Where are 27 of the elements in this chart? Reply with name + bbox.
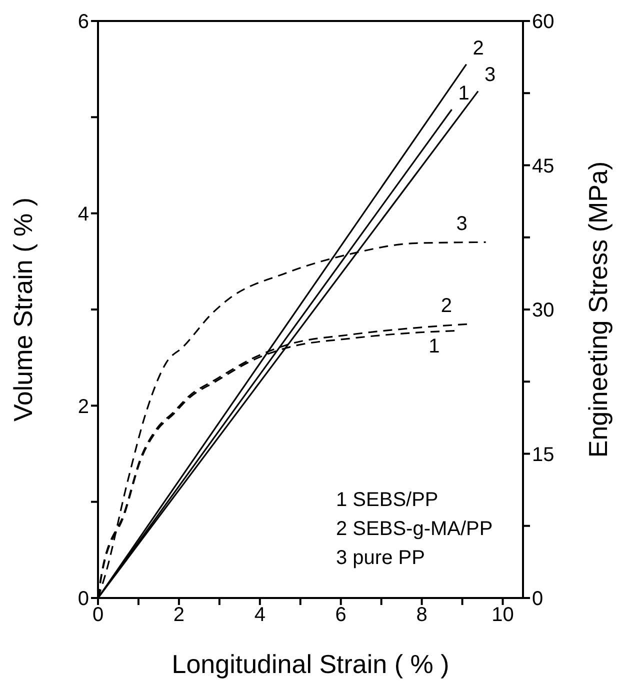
series-label: 1 [428,336,440,358]
annotation: 1 SEBS/PP [336,488,440,513]
annotation: 3 pure PP [336,546,426,571]
x-tick-label: 0 [92,604,104,626]
x-axis-title: Longitudinal Strain ( % ) [172,649,450,679]
y2-tick-label: 15 [532,444,554,466]
x-tick-label: 2 [173,604,185,626]
y-tick-label: 6 [78,11,89,34]
y-tick-label: 0 [78,588,89,610]
y2-tick-label: 30 [532,300,554,322]
y-axis-title: Volume Strain ( % ) [8,198,38,422]
y-tick-label: 4 [78,203,89,226]
x-tick-label: 6 [335,604,346,626]
series-label: 1 [458,82,470,104]
x-tick-label: 4 [254,604,266,626]
y2-tick-label: 0 [532,588,544,610]
series-label: 3 [456,213,468,236]
series-label: 2 [472,37,484,60]
y2-axis-title: Engineeting Stress (MPa) [583,161,614,458]
series-label: 3 [484,64,496,86]
x-tick-label: 10 [492,604,514,626]
x-tick-label: 8 [416,604,428,626]
y2-tick-label: 60 [532,11,554,34]
y-tick-label: 2 [78,396,89,418]
annotation: 2 SEBS-g-MA/PP [336,517,493,542]
y2-tick-label: 45 [532,155,554,178]
series-label: 2 [440,294,452,317]
